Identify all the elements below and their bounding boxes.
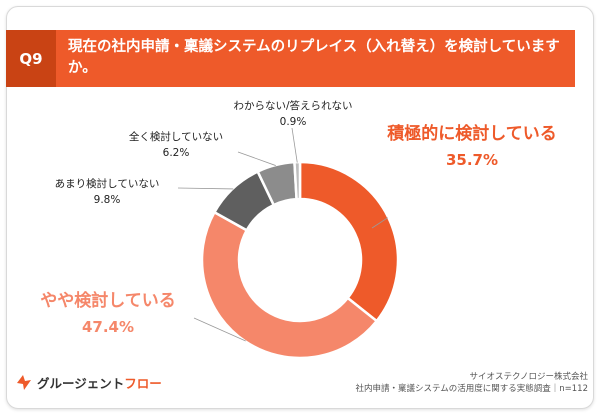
label-dont-know: わからない/答えられない 0.9% <box>218 99 368 129</box>
leader-actively <box>371 217 389 229</box>
label-not-at-all: 全く検討していない 6.2% <box>106 130 246 160</box>
brand-logo: グルージェントフロー <box>14 372 162 392</box>
leader-somewhat <box>193 317 246 342</box>
label-somewhat-value: 47.4% <box>81 318 135 336</box>
label-not-much: あまり検討していない 9.8% <box>32 177 182 207</box>
label-not-at-all-value: 6.2% <box>162 147 190 159</box>
leader-not-at-all <box>237 151 276 166</box>
leader-not-much <box>177 187 234 190</box>
slice-actively <box>298 160 400 323</box>
slice-dont-know <box>293 160 302 201</box>
source-note: サイオステクノロジー株式会社 社内申請・稟議システムの活用度に関する実態調査｜n… <box>356 371 588 395</box>
slice-somewhat <box>200 210 379 360</box>
logo-text: グルージェントフロー <box>37 373 162 392</box>
label-not-much-value: 9.8% <box>93 194 121 206</box>
leader-lines <box>177 127 389 342</box>
question-header: Q9 現在の社内申請・稟議システムのリプレイス（入れ替え）を検討していますか。 <box>6 30 575 87</box>
label-actively-value: 35.7% <box>445 151 499 169</box>
label-somewhat: やや検討している 47.4% <box>18 289 198 339</box>
question-title: 現在の社内申請・稟議システムのリプレイス（入れ替え）を検討していますか。 <box>68 39 560 76</box>
label-not-at-all-name: 全く検討していない <box>128 131 224 143</box>
label-somewhat-name: やや検討している <box>40 291 176 311</box>
label-dont-know-name: わからない/答えられない <box>233 100 353 112</box>
label-actively-name: 積極的に検討している <box>387 124 557 144</box>
leader-dont-know <box>291 127 298 163</box>
label-actively: 積極的に検討している 35.7% <box>372 122 572 172</box>
donut-slices <box>200 160 400 360</box>
label-not-much-name: あまり検討していない <box>54 178 160 190</box>
source-survey: 社内申請・稟議システムの活用度に関する実態調査｜n=112 <box>355 384 588 394</box>
logo-icon <box>17 375 31 390</box>
logo-text-main: グルージェント <box>37 375 125 391</box>
question-number: Q9 <box>6 30 56 87</box>
label-dont-know-value: 0.9% <box>279 116 307 128</box>
source-company: サイオステクノロジー株式会社 <box>469 372 589 382</box>
logo-text-accent: フロー <box>124 375 162 391</box>
